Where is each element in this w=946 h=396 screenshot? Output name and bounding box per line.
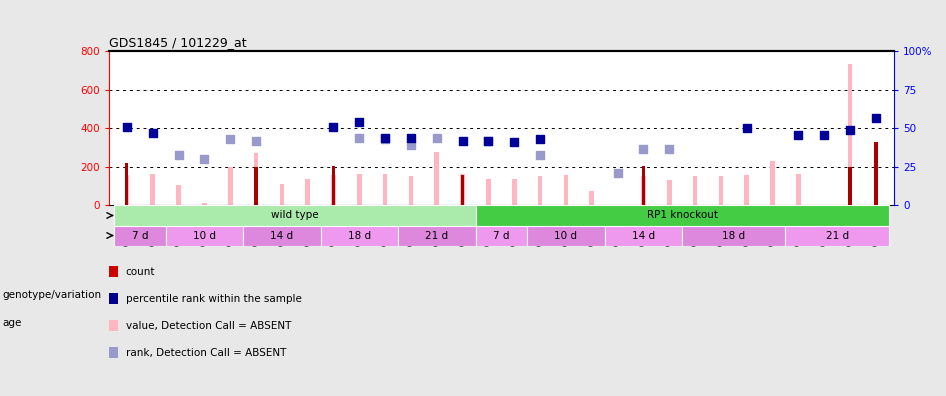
Bar — [667, 181, 672, 206]
Point — [661, 145, 676, 152]
Bar — [166, 225, 243, 246]
Bar — [332, 166, 335, 206]
Text: 10 d: 10 d — [554, 230, 577, 240]
Text: rank, Detection Call = ABSENT: rank, Detection Call = ABSENT — [126, 348, 287, 358]
Text: 21 d: 21 d — [826, 230, 849, 240]
Text: 18 d: 18 d — [723, 230, 745, 240]
Text: wild type: wild type — [271, 211, 319, 221]
Text: 21 d: 21 d — [426, 230, 448, 240]
Point — [868, 114, 884, 121]
Point — [171, 152, 186, 158]
Bar — [476, 225, 527, 246]
Bar — [254, 152, 258, 206]
Bar — [770, 161, 775, 206]
Point — [843, 127, 858, 133]
Point — [455, 138, 470, 144]
Bar — [150, 174, 155, 206]
Bar — [243, 225, 321, 246]
Bar — [461, 175, 464, 206]
Bar — [357, 174, 361, 206]
Point — [403, 135, 418, 141]
Bar — [114, 206, 476, 225]
Point — [429, 135, 445, 141]
Point — [481, 138, 496, 144]
Bar — [589, 191, 594, 206]
Bar — [476, 206, 889, 225]
Bar — [527, 225, 604, 246]
Bar — [874, 142, 878, 206]
Point — [816, 131, 832, 138]
Bar — [125, 163, 129, 206]
Bar — [254, 167, 257, 206]
Text: 14 d: 14 d — [632, 230, 655, 240]
Bar — [125, 175, 130, 206]
Text: count: count — [126, 267, 155, 277]
Bar — [604, 225, 682, 246]
Bar — [202, 203, 206, 206]
Text: genotype/variation: genotype/variation — [2, 290, 101, 300]
Point — [403, 142, 418, 148]
Point — [326, 124, 342, 130]
Point — [352, 119, 367, 126]
Text: 18 d: 18 d — [348, 230, 371, 240]
Bar — [848, 64, 852, 206]
Point — [145, 130, 160, 136]
Bar — [331, 175, 336, 206]
Bar — [486, 179, 491, 206]
Text: 10 d: 10 d — [193, 230, 216, 240]
Bar — [176, 185, 181, 206]
Bar — [641, 176, 646, 206]
Text: RP1 knockout: RP1 knockout — [647, 211, 718, 221]
Point — [119, 124, 134, 130]
Bar — [409, 176, 413, 206]
Bar — [682, 225, 785, 246]
Bar — [785, 225, 889, 246]
Point — [377, 135, 393, 141]
Bar — [228, 167, 233, 206]
Point — [249, 138, 264, 144]
Point — [222, 136, 237, 143]
Bar — [461, 174, 465, 206]
Bar — [383, 174, 388, 206]
Bar — [745, 175, 749, 206]
Bar — [321, 225, 398, 246]
Text: GDS1845 / 101229_at: GDS1845 / 101229_at — [109, 36, 246, 49]
Bar — [114, 225, 166, 246]
Bar — [692, 176, 697, 206]
Text: 14 d: 14 d — [271, 230, 293, 240]
Point — [377, 136, 393, 143]
Point — [791, 131, 806, 138]
Point — [533, 152, 548, 158]
Bar — [537, 176, 542, 206]
Bar — [849, 167, 851, 206]
Bar — [306, 179, 310, 206]
Text: 7 d: 7 d — [493, 230, 510, 240]
Bar — [797, 174, 800, 206]
Bar — [564, 175, 569, 206]
Text: percentile rank within the sample: percentile rank within the sample — [126, 294, 302, 304]
Bar — [719, 176, 724, 206]
Point — [533, 136, 548, 143]
Text: value, Detection Call = ABSENT: value, Detection Call = ABSENT — [126, 321, 291, 331]
Point — [636, 145, 651, 152]
Text: age: age — [2, 318, 21, 328]
Point — [507, 139, 522, 145]
Bar — [398, 225, 476, 246]
Point — [481, 138, 496, 144]
Point — [352, 135, 367, 141]
Text: 7 d: 7 d — [131, 230, 148, 240]
Bar — [641, 166, 645, 206]
Bar — [434, 152, 439, 206]
Point — [610, 170, 625, 176]
Point — [197, 156, 212, 162]
Bar — [512, 179, 517, 206]
Point — [739, 125, 754, 131]
Bar — [279, 184, 284, 206]
